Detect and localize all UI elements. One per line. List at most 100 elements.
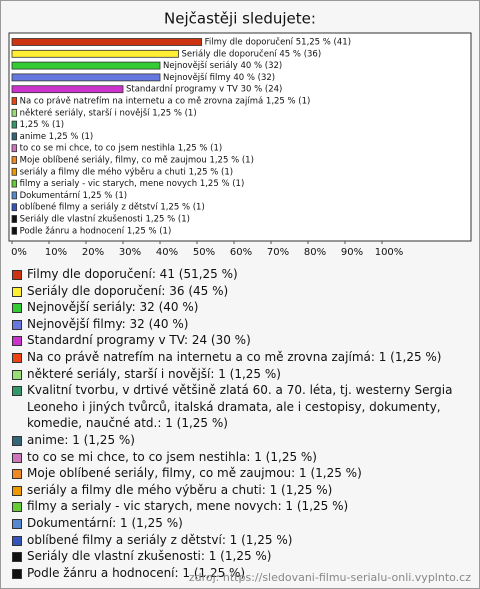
bar xyxy=(11,215,18,223)
legend-item: Nejnovější seriály: 32 (40 %) xyxy=(9,299,459,316)
x-tick-label: 30% xyxy=(119,247,141,258)
bar xyxy=(11,38,203,46)
bar-label: Filmy dle doporučení 51,25 % (41) xyxy=(205,37,351,48)
bar xyxy=(11,61,161,70)
legend-label: Standardní programy v TV: 24 (30 %) xyxy=(27,333,251,348)
legend-label: Nejnovější filmy: 32 (40 %) xyxy=(27,316,189,331)
bar xyxy=(11,226,18,235)
bar xyxy=(11,203,18,212)
bar-label: Seriály dle vlastní zkušenosti 1,25 % (1… xyxy=(20,214,190,225)
bar xyxy=(11,97,18,105)
legend-swatch xyxy=(12,568,22,579)
legend-swatch xyxy=(12,502,22,513)
legend-swatch xyxy=(12,535,22,546)
legend-label: Nejnovější seriály: 32 (40 %) xyxy=(27,300,199,315)
legend-item: Kvalitní tvorbu, v drtivé většině zlatá … xyxy=(9,382,459,432)
x-tick-label: 80% xyxy=(304,247,326,258)
legend-item: anime: 1 (1,25 %) xyxy=(9,432,459,449)
legend-item: Seriály dle vlastní zkušenosti: 1 (1,25 … xyxy=(9,548,459,565)
legend-label: Moje oblíbené seriály, filmy, co mě zauj… xyxy=(27,466,362,481)
legend-label: Dokumentární: 1 (1,25 %) xyxy=(27,515,183,530)
legend-item: Dokumentární: 1 (1,25 %) xyxy=(9,515,459,532)
legend-swatch xyxy=(12,469,22,480)
legend-label: seriály a filmy dle mého výběru a chuti:… xyxy=(27,482,333,497)
x-tick-label: 0% xyxy=(11,247,27,258)
bar xyxy=(11,132,18,141)
bar-label: Standardní programy v TV 30 % (24) xyxy=(126,85,282,95)
x-tick-label: 70% xyxy=(267,247,289,258)
legend-swatch xyxy=(12,435,22,446)
legend-item: seriály a filmy dle mého výběru a chuti:… xyxy=(9,482,459,499)
legend-swatch xyxy=(12,369,22,380)
legend-item: Filmy dle doporučení: 41 (51,25 %) xyxy=(9,266,459,283)
x-tick-label: 60% xyxy=(230,247,252,258)
bar-label: Na co právě natrefím na internetu a co m… xyxy=(20,97,311,107)
legend-swatch xyxy=(12,319,22,330)
bar xyxy=(11,108,18,117)
legend-label: Podle žánru a hodnocení: 1 (1,25 %) xyxy=(27,565,246,580)
legend-label: to co se mi chce, to co jsem nestihla: 1… xyxy=(27,449,317,464)
bar-label: Seriály dle doporučení 45 % (36) xyxy=(182,48,322,59)
bar xyxy=(11,120,18,129)
legend-swatch xyxy=(12,552,22,563)
legend-swatch xyxy=(12,452,22,463)
bar xyxy=(11,156,18,164)
legend-item: některé seriály, starší i novější: 1 (1,… xyxy=(9,366,459,383)
bar-label: anime 1,25 % (1) xyxy=(20,132,94,142)
x-tick-label: 50% xyxy=(193,247,215,258)
bar xyxy=(11,85,124,94)
legend: Filmy dle doporučení: 41 (51,25 %) Seriál… xyxy=(9,266,459,581)
chart-title: Nejčastěji sledujete: xyxy=(164,10,316,28)
x-tick-label: 10% xyxy=(45,247,67,258)
legend-label: Filmy dle doporučení: 41 (51,25 %) xyxy=(27,267,238,281)
legend-label: Kvalitní tvorbu, v drtivé většině zlatá … xyxy=(27,383,453,431)
bar xyxy=(11,179,18,188)
bar-label: některé seriály, starší i novější 1,25 %… xyxy=(20,107,197,118)
legend-swatch xyxy=(12,303,22,314)
legend-item: oblíbené filmy a seriály z dětství: 1 (1… xyxy=(9,532,459,549)
bar-label: seriály a filmy dle mého výběru a chuti … xyxy=(20,166,233,177)
bar-label: Podle žánru a hodnocení 1,25 % (1) xyxy=(20,226,172,236)
legend-label: filmy a serialy - vic starych, mene novy… xyxy=(27,499,349,514)
source: zdroj: https://sledovani-filmu-serialu-o… xyxy=(188,571,471,584)
legend-item: Podle žánru a hodnocení: 1 (1,25 %) xyxy=(9,565,459,582)
legend-item: Moje oblíbené seriály, filmy, co mě zauj… xyxy=(9,465,459,482)
bar xyxy=(11,144,18,153)
legend-item: Nejnovější filmy: 32 (40 %) xyxy=(9,316,459,333)
bar-label: to co se mi chce, to co jsem nestihla 1,… xyxy=(20,144,223,154)
bar xyxy=(11,191,18,200)
legend-swatch xyxy=(12,286,22,297)
bar-label: 1,25 % (1) xyxy=(20,120,64,130)
legend-label: anime: 1 (1,25 %) xyxy=(27,432,135,447)
bar xyxy=(11,49,179,58)
bar-label: Nejnovější filmy 40 % (32) xyxy=(163,72,275,83)
bar xyxy=(11,73,161,82)
legend-swatch xyxy=(12,386,22,397)
bar-label: Dokumentární 1,25 % (1) xyxy=(20,191,127,201)
chart: Nejčastěji sledujete: 0% 10% 20% 30% 40% 50% 6… xyxy=(8,10,472,258)
x-tick-label: 40% xyxy=(156,247,178,258)
legend-item: Standardní programy v TV: 24 (30 %) xyxy=(9,332,459,349)
legend-label: Na co právě natrefím na internetu a co m… xyxy=(27,349,442,364)
bar-label: Nejnovější seriály 40 % (32) xyxy=(163,60,282,71)
bar-label: Moje oblíbené seriály, filmy, co mě zauj… xyxy=(20,155,254,166)
legend-swatch xyxy=(12,352,22,363)
bar xyxy=(11,167,18,176)
legend-item: to co se mi chce, to co jsem nestihla: 1… xyxy=(9,449,459,466)
legend-label: Seriály dle vlastní zkušenosti: 1 (1,25 … xyxy=(27,549,272,564)
bar-label: filmy a serialy - vic starych, mene novy… xyxy=(20,179,245,189)
bar-label: oblíbené filmy a seriály z dětství 1,25 … xyxy=(20,202,205,213)
legend-label: oblíbené filmy a seriály z dětství: 1 (1… xyxy=(27,532,293,547)
legend-swatch xyxy=(12,485,22,496)
legend-item: Seriály dle doporučení: 36 (45 %) xyxy=(9,283,459,300)
x-tick-label: 20% xyxy=(82,247,104,258)
x-tick-label: 100% xyxy=(375,247,404,258)
x-tick-label: 90% xyxy=(341,247,363,258)
legend-swatch xyxy=(12,270,22,280)
legend-swatch xyxy=(12,518,22,529)
legend-label: některé seriály, starší i novější: 1 (1,… xyxy=(27,366,281,381)
legend-swatch xyxy=(12,336,22,347)
legend-item: filmy a serialy - vic starych, mene novy… xyxy=(9,498,459,515)
legend-item: Na co právě natrefím na internetu a co m… xyxy=(9,349,459,366)
